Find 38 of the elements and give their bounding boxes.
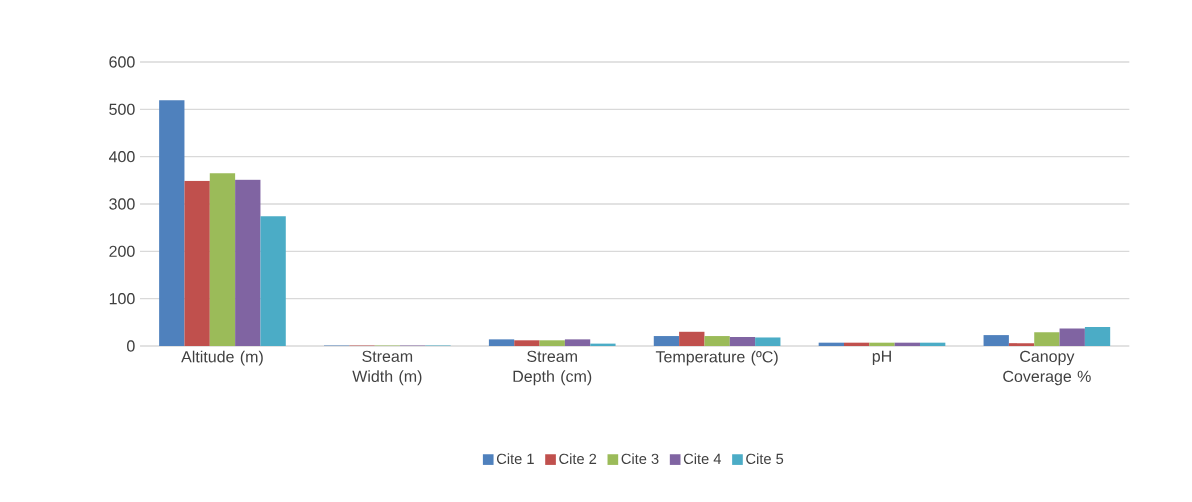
x-tick-label: pH bbox=[872, 350, 891, 366]
y-tick-label: 200 bbox=[109, 245, 135, 257]
y-tick-label: 100 bbox=[109, 293, 135, 305]
bar bbox=[235, 179, 261, 346]
bar bbox=[704, 336, 730, 346]
bar bbox=[1084, 327, 1111, 346]
bar bbox=[869, 342, 895, 346]
y-tick-label: 600 bbox=[109, 56, 135, 68]
x-tick-label: Temperature (ºC) bbox=[655, 350, 778, 366]
legend-label: Cite 3 bbox=[621, 453, 659, 465]
bar bbox=[539, 340, 565, 346]
bar bbox=[653, 336, 680, 346]
bar bbox=[488, 339, 515, 346]
bar bbox=[1059, 328, 1085, 346]
x-tick-label: Canopy Coverage % bbox=[1003, 350, 1091, 386]
y-tick-label: 400 bbox=[108, 151, 135, 163]
bar bbox=[564, 339, 591, 346]
y-tick-label: 0 bbox=[127, 340, 135, 352]
bar bbox=[514, 340, 540, 346]
bar bbox=[1034, 332, 1060, 346]
x-tick-label: Stream Depth (cm) bbox=[513, 350, 592, 386]
bar bbox=[679, 331, 705, 346]
bar bbox=[184, 180, 210, 346]
legend-label: Cite 4 bbox=[683, 453, 722, 465]
bar bbox=[209, 173, 236, 346]
bar bbox=[1008, 343, 1035, 346]
legend-label: Cite 5 bbox=[746, 453, 784, 465]
x-tick-label: Altitude (m) bbox=[181, 350, 263, 366]
y-tick-label: 500 bbox=[109, 103, 135, 115]
legend-label: Cite 2 bbox=[559, 453, 597, 465]
y-tick-label: 300 bbox=[109, 198, 135, 210]
bar bbox=[729, 337, 756, 346]
legend-label: Cite 1 bbox=[496, 453, 534, 465]
bar bbox=[159, 100, 185, 346]
bar bbox=[260, 216, 286, 346]
bar bbox=[983, 335, 1009, 346]
bar bbox=[755, 337, 781, 346]
x-tick-label: Stream Width (m) bbox=[352, 350, 422, 386]
